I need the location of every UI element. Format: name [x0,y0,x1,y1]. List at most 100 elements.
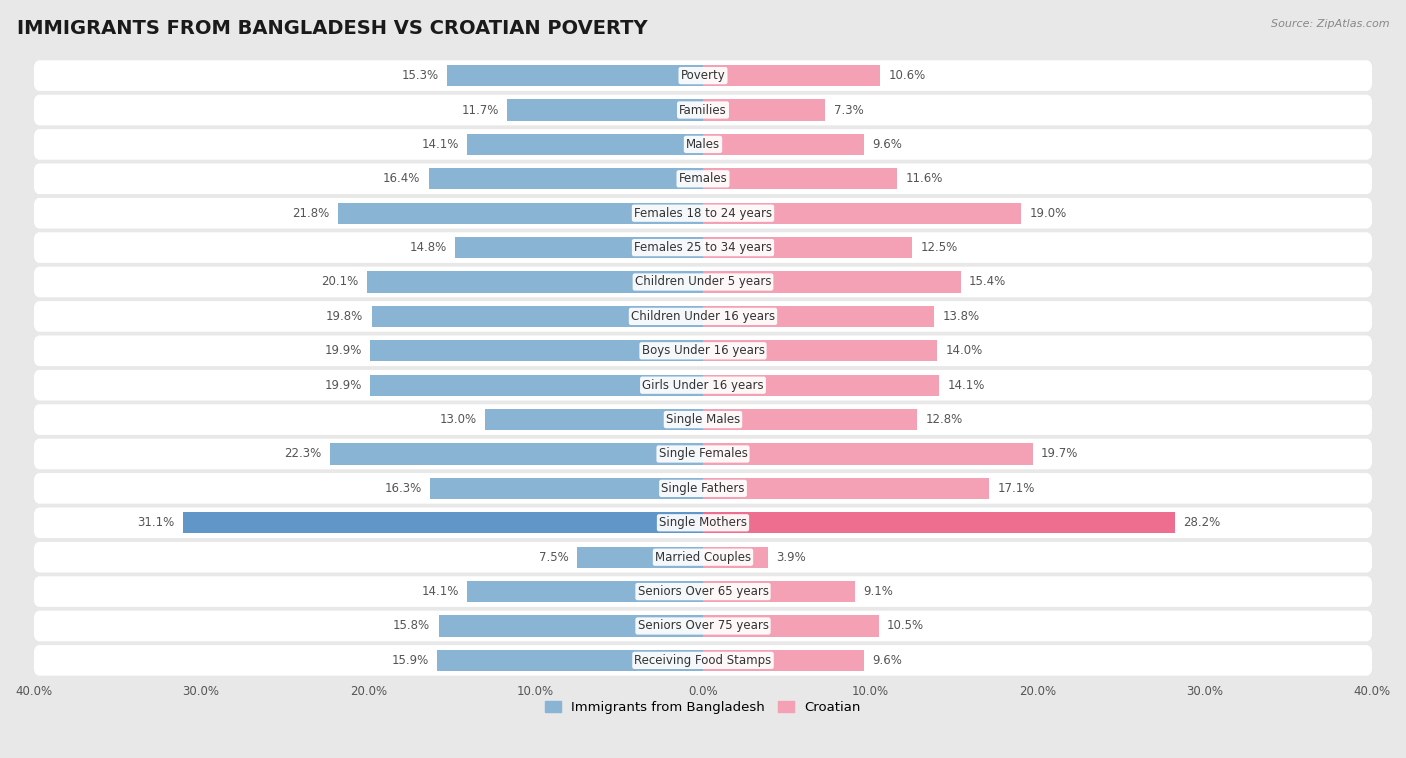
Text: Source: ZipAtlas.com: Source: ZipAtlas.com [1271,19,1389,29]
Bar [703,133,863,155]
FancyBboxPatch shape [34,507,1372,538]
Text: Married Couples: Married Couples [655,550,751,564]
Text: 11.6%: 11.6% [905,172,943,185]
Text: 15.3%: 15.3% [402,69,439,82]
Bar [371,305,703,327]
Bar [367,271,703,293]
Bar [508,99,703,121]
Text: Males: Males [686,138,720,151]
FancyBboxPatch shape [34,301,1372,332]
Text: Boys Under 16 years: Boys Under 16 years [641,344,765,357]
Bar [456,237,703,258]
Bar [703,478,990,499]
Bar [703,650,863,671]
Text: Single Mothers: Single Mothers [659,516,747,529]
Text: 13.8%: 13.8% [942,310,980,323]
FancyBboxPatch shape [34,542,1372,572]
Text: 22.3%: 22.3% [284,447,322,461]
Bar [485,409,703,431]
FancyBboxPatch shape [34,370,1372,400]
Bar [703,340,938,362]
Text: Poverty: Poverty [681,69,725,82]
Text: IMMIGRANTS FROM BANGLADESH VS CROATIAN POVERTY: IMMIGRANTS FROM BANGLADESH VS CROATIAN P… [17,19,648,38]
FancyBboxPatch shape [34,473,1372,504]
Text: 9.6%: 9.6% [872,654,901,667]
Bar [703,443,1032,465]
Bar [330,443,703,465]
Text: 16.4%: 16.4% [382,172,420,185]
FancyBboxPatch shape [34,129,1372,160]
FancyBboxPatch shape [34,164,1372,194]
Text: 16.3%: 16.3% [385,482,422,495]
Bar [183,512,703,534]
Text: 15.9%: 15.9% [391,654,429,667]
Text: 19.9%: 19.9% [325,344,361,357]
Text: 11.7%: 11.7% [461,104,499,117]
Text: 12.5%: 12.5% [921,241,957,254]
Text: 10.5%: 10.5% [887,619,924,632]
Text: Seniors Over 65 years: Seniors Over 65 years [637,585,769,598]
Legend: Immigrants from Bangladesh, Croatian: Immigrants from Bangladesh, Croatian [540,695,866,719]
Bar [703,168,897,190]
Text: Females: Females [679,172,727,185]
FancyBboxPatch shape [34,336,1372,366]
Text: 19.7%: 19.7% [1040,447,1078,461]
Bar [703,271,960,293]
Bar [437,650,703,671]
Bar [467,581,703,603]
Text: 17.1%: 17.1% [997,482,1035,495]
Bar [430,478,703,499]
Bar [370,340,703,362]
Text: 10.6%: 10.6% [889,69,927,82]
Bar [703,581,855,603]
Text: Seniors Over 75 years: Seniors Over 75 years [637,619,769,632]
Text: 19.9%: 19.9% [325,379,361,392]
Bar [703,99,825,121]
Text: 12.8%: 12.8% [925,413,963,426]
Text: Females 25 to 34 years: Females 25 to 34 years [634,241,772,254]
Text: 14.1%: 14.1% [422,138,458,151]
Text: 19.8%: 19.8% [326,310,363,323]
FancyBboxPatch shape [34,267,1372,297]
Text: Single Males: Single Males [666,413,740,426]
Bar [439,615,703,637]
Text: Females 18 to 24 years: Females 18 to 24 years [634,207,772,220]
Text: 9.1%: 9.1% [863,585,894,598]
Text: 21.8%: 21.8% [292,207,330,220]
FancyBboxPatch shape [34,95,1372,125]
Text: 14.8%: 14.8% [409,241,447,254]
Bar [339,202,703,224]
FancyBboxPatch shape [34,439,1372,469]
Bar [703,237,912,258]
FancyBboxPatch shape [34,198,1372,228]
Text: Single Fathers: Single Fathers [661,482,745,495]
Bar [703,305,934,327]
Bar [703,615,879,637]
Text: Receiving Food Stamps: Receiving Food Stamps [634,654,772,667]
Text: 15.4%: 15.4% [969,275,1007,289]
Text: 7.5%: 7.5% [540,550,569,564]
Bar [703,65,880,86]
Text: Children Under 16 years: Children Under 16 years [631,310,775,323]
FancyBboxPatch shape [34,232,1372,263]
Text: 15.8%: 15.8% [394,619,430,632]
FancyBboxPatch shape [34,611,1372,641]
Bar [703,547,768,568]
Text: 14.1%: 14.1% [948,379,984,392]
FancyBboxPatch shape [34,576,1372,607]
Text: 14.0%: 14.0% [946,344,983,357]
Bar [447,65,703,86]
Text: 28.2%: 28.2% [1184,516,1220,529]
Text: Girls Under 16 years: Girls Under 16 years [643,379,763,392]
Bar [703,409,917,431]
Text: Children Under 5 years: Children Under 5 years [634,275,772,289]
Bar [467,133,703,155]
Text: 19.0%: 19.0% [1029,207,1067,220]
Text: 13.0%: 13.0% [440,413,477,426]
Bar [578,547,703,568]
Text: Single Females: Single Females [658,447,748,461]
Text: 9.6%: 9.6% [872,138,901,151]
Bar [703,374,939,396]
Text: Families: Families [679,104,727,117]
Text: 3.9%: 3.9% [776,550,807,564]
